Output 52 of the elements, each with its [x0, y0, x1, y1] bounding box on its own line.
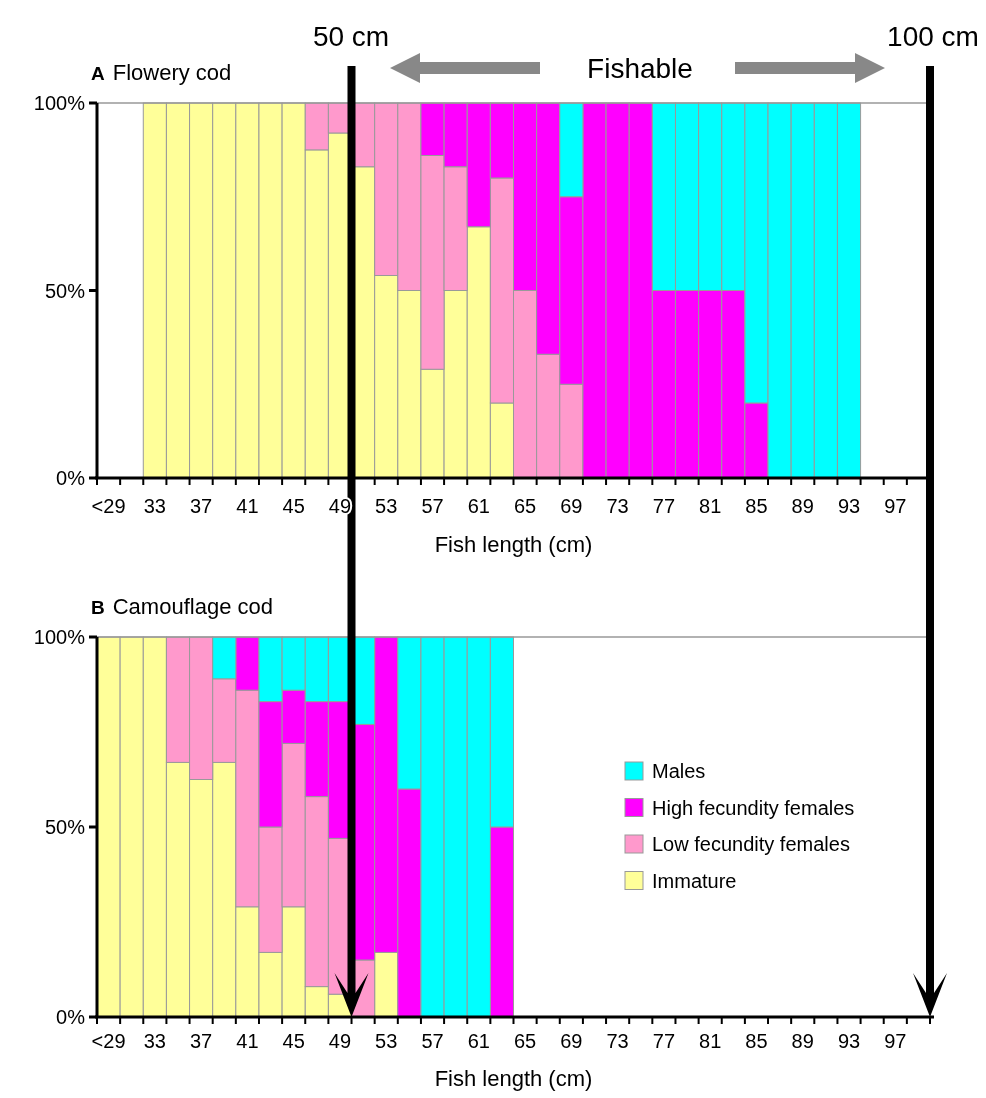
x-tick-label: 69 [560, 1030, 583, 1052]
y-tick-label: 100% [33, 92, 86, 114]
x-tick-label: 57 [421, 1030, 444, 1052]
x-tick-label: 73 [606, 495, 629, 517]
x-tick-label: <29 [91, 1030, 126, 1052]
legend-label: Males [652, 760, 706, 782]
y-tick-label: 0% [56, 467, 86, 489]
x-tick-label: 85 [745, 1030, 768, 1052]
x-tick-label: 93 [837, 1030, 861, 1052]
x-tick-label: 49 [328, 1030, 352, 1052]
x-tick-label: 81 [699, 495, 722, 517]
x-tick-label: 45 [282, 495, 305, 517]
x-tick-label: <29 [91, 495, 126, 517]
text: 50 cm [312, 20, 390, 52]
x-tick-label: 61 [467, 1030, 490, 1052]
x-axis-title: Fish length (cm) [434, 1066, 593, 1091]
x-tick-label: 53 [375, 495, 398, 517]
x-tick-label: 81 [699, 1030, 722, 1052]
x-tick-label: 37 [190, 495, 213, 517]
text: 100 cm [887, 20, 979, 52]
y-tick-label: 50% [44, 279, 86, 302]
x-tick-label: 89 [791, 495, 814, 517]
x-tick-label: 77 [652, 1030, 676, 1052]
x-tick-label: 65 [513, 1030, 537, 1052]
x-tick-label: 85 [745, 495, 768, 517]
legend-label: Low fecundity females [652, 833, 850, 855]
x-tick-label: 33 [143, 495, 166, 517]
x-tick-label: 37 [190, 1030, 213, 1052]
x-tick-label: 41 [236, 495, 259, 517]
x-tick-label: 73 [606, 1030, 629, 1052]
y-tick-label: 0% [56, 1006, 86, 1028]
y-tick-label: 100% [33, 626, 86, 648]
legend-label: Immature [652, 869, 737, 892]
x-tick-label: 33 [143, 1030, 166, 1052]
x-tick-label: 45 [282, 1030, 305, 1052]
legend-label: High fecundity females [652, 796, 855, 819]
text: Fishable [587, 52, 693, 84]
x-tick-label: 53 [375, 1030, 398, 1052]
x-tick-label: 93 [837, 495, 861, 517]
x-tick-label: 65 [513, 495, 537, 517]
x-tick-label: 69 [560, 495, 583, 517]
chart-title: B Camouflage cod [91, 594, 273, 619]
x-tick-label: 41 [236, 1030, 259, 1052]
x-tick-label: 77 [652, 495, 676, 517]
x-tick-label: 61 [467, 495, 490, 517]
x-tick-label: 57 [421, 495, 444, 517]
x-tick-label: 97 [884, 1030, 907, 1052]
x-axis-title: Fish length (cm) [434, 532, 593, 557]
x-tick-label: 97 [884, 495, 907, 517]
x-tick-label: 89 [791, 1030, 814, 1052]
y-tick-label: 50% [44, 816, 86, 838]
chart-title: A Flowery cod [91, 60, 232, 85]
